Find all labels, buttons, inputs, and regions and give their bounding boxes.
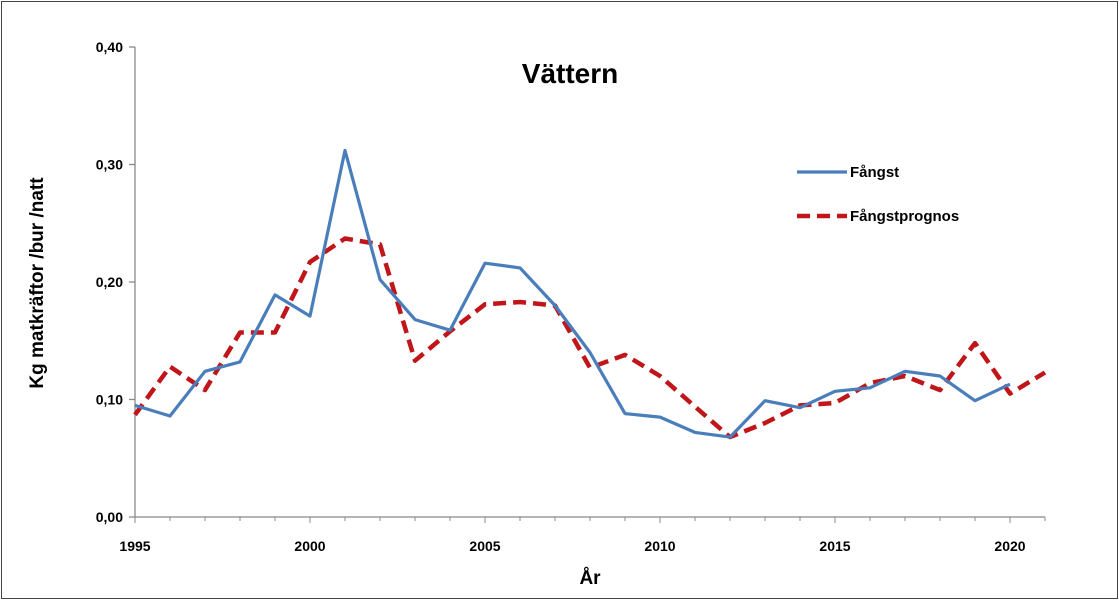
y-tick-label: 0,10 <box>96 392 123 408</box>
y-tick-label: 0,20 <box>96 274 123 290</box>
x-tick-label: 2000 <box>294 538 325 554</box>
legend-label: Fångstprognos <box>850 208 959 225</box>
series-line-fangst <box>134 148 1011 439</box>
x-axis-title: År <box>579 568 601 589</box>
chart-title: Vättern <box>522 58 618 89</box>
series-line-fangstprognos <box>133 236 1047 440</box>
x-tick-label: 2020 <box>994 538 1025 554</box>
x-tick-label: 2010 <box>644 538 675 554</box>
legend-label: Fångst <box>850 164 899 181</box>
y-tick-label: 0,30 <box>96 157 123 173</box>
y-axis-title: Kg matkräftor /bur /natt <box>27 177 48 389</box>
axes: 0,00 0,10 0,20 0,30 0,40 1995 2000 2005 2010 2015… <box>96 39 1046 554</box>
y-tick-label: 0,40 <box>96 39 123 55</box>
legend: Fångst Fångstprognos <box>797 164 959 225</box>
x-tick-label: 1995 <box>119 538 150 554</box>
series-layer <box>133 148 1047 440</box>
x-tick-label: 2015 <box>819 538 850 554</box>
y-tick-label: 0,00 <box>96 509 123 525</box>
x-tick-label: 2005 <box>469 538 500 554</box>
